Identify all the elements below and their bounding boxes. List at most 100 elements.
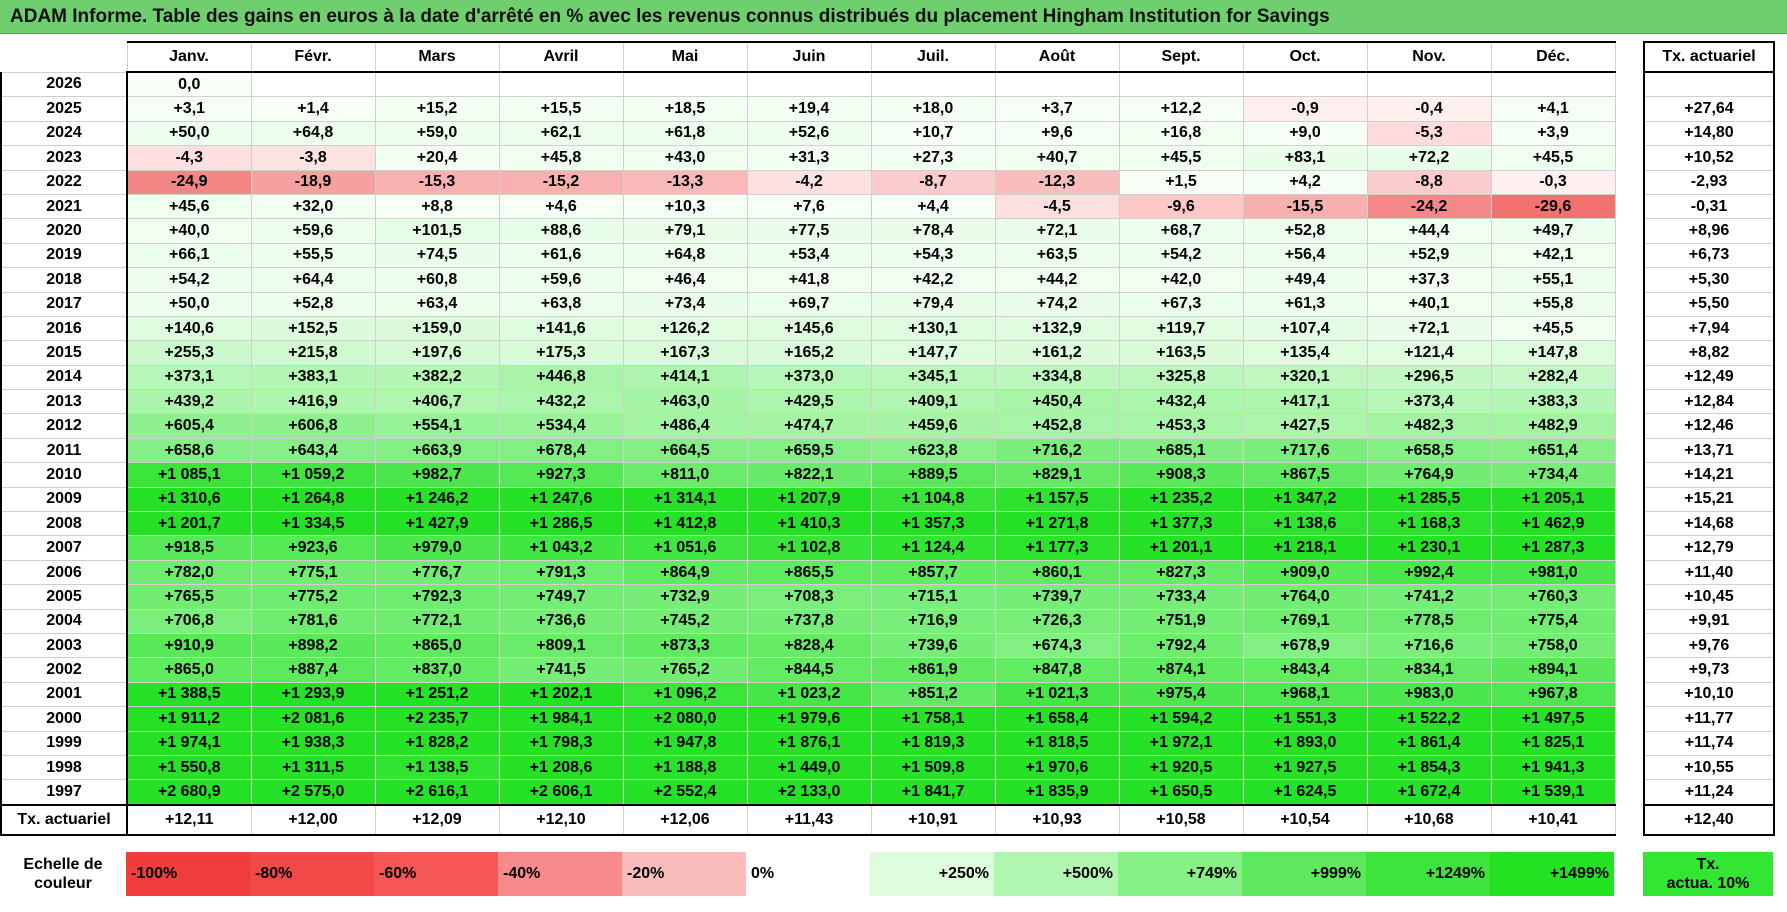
gain-cell: +2 616,1 <box>374 779 500 806</box>
actuarial-cell: +10,58 <box>1118 803 1244 836</box>
column-gap <box>1615 511 1644 536</box>
gain-cell: +2 080,0 <box>622 706 748 732</box>
year-label: 2014 <box>0 364 128 391</box>
gain-cell: +1 188,8 <box>622 754 748 781</box>
gain-cell: -15,2 <box>498 169 624 195</box>
gain-cell: +1 522,2 <box>1366 706 1492 732</box>
gain-cell: +382,2 <box>374 364 500 391</box>
gain-cell: +64,8 <box>250 120 376 147</box>
table-row: 2024 +50,0 +64,8 +59,0 +62,1 +61,8 +52,6 +10,7 +… <box>0 120 1775 147</box>
gain-cell: +1 205,1 <box>1490 486 1616 513</box>
gain-cell: +130,1 <box>870 315 996 342</box>
column-gap <box>1614 852 1643 896</box>
gain-cell: +45,6 <box>126 193 252 220</box>
table-body: 2026 0,0 2025 +3,1 +1,4 +15,2 +15,5 +18,5 +19,4 +… <box>0 71 1775 836</box>
gain-cell <box>870 71 996 98</box>
gain-cell: +1 314,1 <box>622 486 748 513</box>
gain-cell: +15,5 <box>498 96 624 122</box>
gain-cell: +450,4 <box>994 389 1120 415</box>
gain-cell: +829,1 <box>994 462 1120 488</box>
year-label: 1997 <box>0 779 128 806</box>
tx-actuariel-cell: -0,31 <box>1643 193 1775 220</box>
gain-cell: +72,1 <box>1366 315 1492 342</box>
tx-actuariel-cell: +12,46 <box>1643 413 1775 439</box>
gain-cell: +809,1 <box>498 632 624 659</box>
gain-cell: +2 606,1 <box>498 779 624 806</box>
gain-cell: +1 624,5 <box>1242 779 1368 806</box>
gain-cell: -0,9 <box>1242 96 1368 122</box>
gain-cell: +409,1 <box>870 389 996 415</box>
table-row: 2007 +918,5 +923,6 +979,0 +1 043,2 +1 051,6 +1… <box>0 535 1775 561</box>
legend-swatch: +250% <box>870 852 994 896</box>
gain-cell: +982,7 <box>374 462 500 488</box>
gain-cell: +1 202,1 <box>498 681 624 708</box>
gain-cell: +1 293,9 <box>250 681 376 708</box>
column-gap <box>1615 292 1644 317</box>
gain-cell: +741,5 <box>498 657 624 683</box>
gain-cell: +46,4 <box>622 267 748 293</box>
gain-cell: +79,4 <box>870 291 996 317</box>
gain-cell: +69,7 <box>746 291 872 317</box>
legend-swatch: -60% <box>374 852 498 896</box>
gain-cell: +764,9 <box>1366 462 1492 488</box>
gain-cell: +791,3 <box>498 559 624 586</box>
gain-cell: +1 984,1 <box>498 706 624 732</box>
gain-cell: +534,4 <box>498 413 624 439</box>
gain-cell: +88,6 <box>498 218 624 244</box>
tx-actuariel-cell: +12,49 <box>1643 364 1775 391</box>
gain-cell: +45,5 <box>1490 145 1616 171</box>
gain-cell: +126,2 <box>622 315 748 342</box>
gain-cell: +1 819,3 <box>870 730 996 756</box>
legend-swatch: -80% <box>250 852 374 896</box>
tx-actuariel-cell: +11,74 <box>1643 730 1775 756</box>
gain-cell: +67,3 <box>1118 291 1244 317</box>
gain-cell: +1 462,9 <box>1490 511 1616 537</box>
gain-cell: +1 246,2 <box>374 486 500 513</box>
tx-actuariel-cell: +5,50 <box>1643 291 1775 317</box>
gain-cell: +132,9 <box>994 315 1120 342</box>
gain-cell: +715,1 <box>870 584 996 610</box>
gain-cell: +334,8 <box>994 364 1120 391</box>
actuarial-row: Tx. actuariel +12,11 +12,00 +12,09 +12,10 +12… <box>0 803 1775 836</box>
gain-cell: +1,4 <box>250 96 376 122</box>
gain-cell: +63,8 <box>498 291 624 317</box>
gain-cell: +865,0 <box>374 632 500 659</box>
gain-cell: +927,3 <box>498 462 624 488</box>
column-gap <box>1615 609 1644 634</box>
gain-cell: +53,4 <box>746 242 872 269</box>
year-label: 2016 <box>0 315 128 342</box>
gain-cell: -8,7 <box>870 169 996 195</box>
gain-cell: +1 310,6 <box>126 486 252 513</box>
column-gap <box>1615 365 1644 390</box>
gain-cell: +59,6 <box>250 218 376 244</box>
month-header: Févr. <box>250 41 376 73</box>
gain-cell: +482,9 <box>1490 413 1616 439</box>
tx-actuariel-cell: +7,94 <box>1643 315 1775 342</box>
gain-cell: +865,0 <box>126 657 252 683</box>
table-row: 2011 +658,6 +643,4 +663,9 +678,4 +664,5 +659,5… <box>0 437 1775 464</box>
table-row: 2012 +605,4 +606,8 +554,1 +534,4 +486,4 +474,7… <box>0 413 1775 439</box>
gain-cell <box>250 71 376 98</box>
gain-cell: +1 920,5 <box>1118 754 1244 781</box>
gain-cell: +9,0 <box>1242 120 1368 147</box>
gain-cell: +979,0 <box>374 535 500 561</box>
gain-cell: +1 207,9 <box>746 486 872 513</box>
gain-cell: +61,6 <box>498 242 624 269</box>
gain-cell: +775,4 <box>1490 608 1616 634</box>
gain-cell: +1 876,1 <box>746 730 872 756</box>
gain-cell: +463,0 <box>622 389 748 415</box>
year-label: 2012 <box>0 413 128 439</box>
gain-cell: +40,1 <box>1366 291 1492 317</box>
gain-cell: +1 427,9 <box>374 511 500 537</box>
gain-cell: +432,4 <box>1118 389 1244 415</box>
gain-cell <box>746 71 872 98</box>
gain-cell: +52,8 <box>1242 218 1368 244</box>
gain-cell: +19,4 <box>746 96 872 122</box>
gain-cell: +83,1 <box>1242 145 1368 171</box>
month-header: Janv. <box>126 41 252 73</box>
gain-cell: +782,0 <box>126 559 252 586</box>
gain-cell: +923,6 <box>250 535 376 561</box>
year-label: 2003 <box>0 632 128 659</box>
gain-cell: +706,8 <box>126 608 252 634</box>
gain-cell: +792,3 <box>374 584 500 610</box>
